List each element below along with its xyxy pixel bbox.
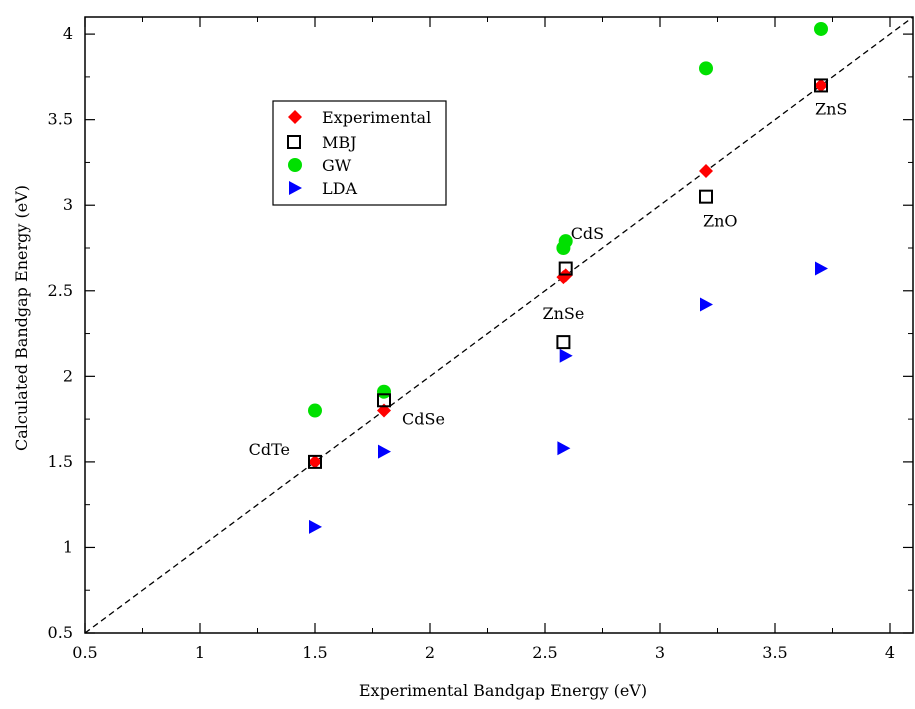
reference-diagonal-line <box>84 16 914 634</box>
lda-data-point <box>309 519 322 534</box>
y-axis-tick-label: 2.5 <box>48 281 73 300</box>
reference-line-layer <box>84 16 914 634</box>
legend-experimental-label: Experimental <box>322 108 431 127</box>
experimental-data-point <box>308 454 322 469</box>
lda-data-point <box>557 441 571 456</box>
gw-data-point <box>308 403 322 418</box>
y-axis-tick-label: 3.5 <box>48 110 73 129</box>
axes-layer <box>84 16 914 634</box>
gw-data-point <box>558 234 573 249</box>
x-axis-tick-label: 0.5 <box>72 643 97 662</box>
y-axis-title: Calculated Bandgap Energy (eV) <box>12 185 31 451</box>
legend-box <box>272 100 447 206</box>
x-axis-tick-label: 1.5 <box>302 643 327 662</box>
y-axis-tick-label: 1 <box>63 537 73 556</box>
annotation-label-cdse: CdSe <box>402 410 445 429</box>
legend-mbj-marker <box>287 135 301 149</box>
ticks-layer: 0.5 1 1.5 2 2.5 3 3.5 4 0.5 1 1.5 2 2.5 3 3.5 4 <box>48 17 913 662</box>
x-axis-tick-label: 4 <box>885 643 895 662</box>
annotation-label-zno: ZnO <box>703 212 738 231</box>
y-axis-tick-label: 4 <box>63 24 73 43</box>
points-layer <box>308 21 828 534</box>
annotation-label-zns: ZnS <box>815 99 847 118</box>
legend-gw-label: GW <box>322 156 352 175</box>
experimental-data-point <box>814 78 828 93</box>
y-axis-tick-label: 0.5 <box>48 623 73 642</box>
gw-data-point <box>814 21 828 36</box>
x-axis-title: Experimental Bandgap Energy (eV) <box>359 681 647 700</box>
annotation-label-cdte: CdTe <box>249 440 290 459</box>
y-axis-tick-label: 1.5 <box>48 452 73 471</box>
y-axis-tick-label: 2 <box>63 366 73 385</box>
mbj-data-point <box>699 189 713 204</box>
experimental-data-point <box>699 164 713 178</box>
x-axis-tick-label: 2 <box>425 643 435 662</box>
x-axis-tick-label: 3 <box>655 643 665 662</box>
mbj-data-point <box>814 78 828 93</box>
mbj-data-point <box>558 261 573 276</box>
legend-lda-label: LDA <box>322 179 357 198</box>
lda-data-point <box>378 444 391 459</box>
legend-mbj-label: MBJ <box>322 133 357 152</box>
legend: Experimental MBJ GW LDA <box>272 100 447 206</box>
x-axis-tick-label: 2.5 <box>532 643 557 662</box>
lda-data-point <box>700 297 713 312</box>
legend-gw-marker <box>288 158 302 172</box>
annotations-layer: CdTe CdSe ZnSe CdS ZnO ZnS <box>249 99 848 458</box>
gw-data-point <box>699 61 713 76</box>
annotation-label-cds: CdS <box>571 224 604 243</box>
legend-lda-marker <box>289 181 302 195</box>
lda-data-point <box>559 348 573 363</box>
x-axis-tick-label: 3.5 <box>762 643 787 662</box>
plot-frame <box>84 16 914 634</box>
gw-data-point <box>377 384 391 399</box>
mbj-data-point <box>308 454 322 469</box>
lda-data-point <box>815 261 828 276</box>
x-axis-tick-label: 1 <box>195 643 205 662</box>
y-axis-tick-label: 3 <box>63 195 73 214</box>
mbj-data-point <box>377 393 391 408</box>
legend-experimental-marker <box>288 110 302 124</box>
annotation-label-znse: ZnSe <box>542 304 584 323</box>
mbj-data-point <box>556 335 571 350</box>
